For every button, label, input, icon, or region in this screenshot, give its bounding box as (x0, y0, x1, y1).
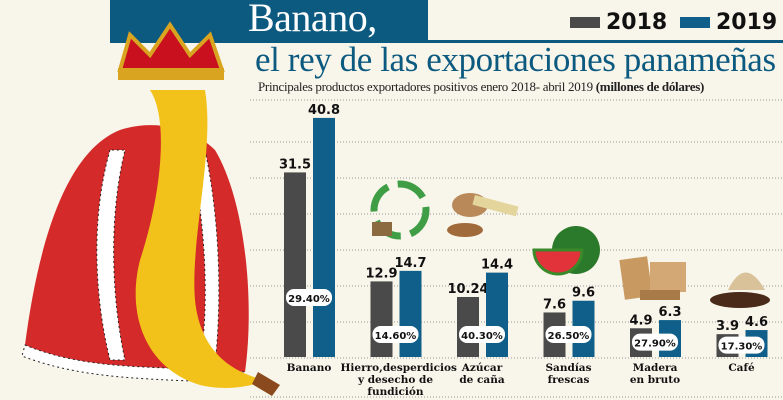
category-label-line: Banano (286, 362, 332, 374)
unit-label: (millones de dólares) (595, 79, 705, 94)
wood-icon (619, 256, 686, 300)
bar-2018 (370, 281, 393, 357)
value-label-2018: 7.6 (543, 297, 566, 312)
value-label-2019: 9.6 (572, 286, 595, 301)
gridlines (250, 99, 783, 398)
value-label-2019: 6.3 (658, 305, 681, 320)
legend-2018: 2018 (570, 10, 667, 35)
legend-label-2018: 2018 (606, 10, 668, 35)
value-label-2018: 10.24 (447, 282, 488, 297)
crown-band (118, 68, 224, 80)
sugar-cane-icon (447, 193, 519, 237)
title-rule (110, 40, 783, 43)
value-label-2019: 4.6 (745, 315, 768, 330)
page-title: Banano, (248, 0, 377, 40)
growth-label: 14.60% (375, 331, 417, 342)
growth-badge (372, 326, 419, 343)
category-label-line: Sandías (545, 362, 592, 374)
value-label-2019: 14.7 (394, 256, 426, 271)
category-label: Café (687, 362, 783, 374)
category-label-line: Madera (632, 362, 678, 374)
banana (135, 90, 265, 388)
chart-description: Principales productos exportadores posit… (258, 79, 704, 95)
value-label-2019: 14.4 (481, 258, 513, 273)
growth-label: 29.40% (288, 294, 330, 305)
growth-badge (459, 326, 505, 343)
page-subtitle: el rey de las exportaciones panameñas (255, 40, 776, 79)
bar-2019 (399, 270, 422, 357)
value-label-2019: 40.8 (308, 103, 340, 118)
legend-label-2019: 2019 (716, 10, 778, 35)
category-label: Azúcar de caña (427, 362, 537, 386)
category-label: Madera en bruto (600, 362, 710, 386)
growth-badge (286, 289, 332, 306)
category-label-line: fundición (367, 386, 424, 398)
category-label-line: Café (728, 362, 755, 374)
category-label-line: en bruto (629, 374, 681, 386)
legend-swatch-2019 (680, 17, 710, 28)
watermelon-icon (532, 226, 600, 276)
king-banana-illustration (21, 21, 280, 396)
crown (117, 21, 225, 72)
growth-badge (545, 326, 592, 343)
growth-label: 27.90% (634, 339, 676, 350)
category-label: Sandías frescas (514, 362, 624, 386)
growth-label: 40.30% (461, 331, 503, 342)
banana-stem (252, 372, 280, 396)
recycle-icon (370, 180, 430, 240)
bar-2019 (486, 272, 508, 357)
legend-2019: 2019 (680, 10, 777, 35)
value-label-2018: 4.9 (629, 313, 652, 328)
category-label-line: y desecho de (357, 374, 434, 386)
growth-label: 17.30% (721, 342, 763, 353)
category-label-line: de caña (459, 374, 505, 386)
value-label-2018: 3.9 (716, 319, 739, 334)
category-label: Hierro,desperdicios y desecho de fundición (340, 362, 457, 398)
description-text: Principales productos exportadores posit… (258, 79, 593, 94)
growth-label: 26.50% (548, 331, 590, 342)
growth-badge (632, 333, 678, 351)
value-label-2018: 12.9 (365, 266, 397, 281)
value-label-2018: 31.5 (279, 157, 311, 172)
bar-2018 (284, 172, 306, 357)
category-label: Banano (254, 362, 364, 374)
category-label-line: Hierro,desperdicios (340, 362, 457, 374)
bars: 31.5 40.8 29.40% 12.914.7 14.60% 10.24 14.4 40.… (279, 103, 768, 357)
coffee-icon (710, 272, 770, 308)
category-label-line: Azúcar (461, 362, 503, 374)
bar-2019 (313, 117, 335, 357)
category-label-line: frescas (547, 374, 590, 386)
legend-swatch-2018 (570, 17, 600, 28)
growth-badge (718, 336, 765, 354)
